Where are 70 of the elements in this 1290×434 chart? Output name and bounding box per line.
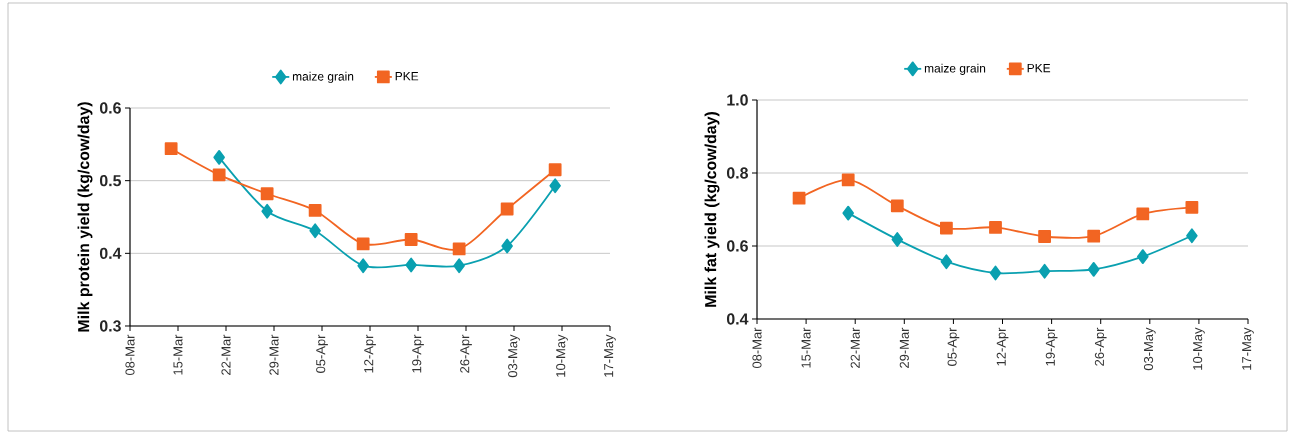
point [1186, 228, 1198, 244]
point [213, 150, 225, 165]
legend-label: maize grain [292, 71, 354, 83]
point [841, 173, 855, 187]
x-tick-label: 29-Mar [269, 334, 279, 375]
x-tick-label: 29-Mar [899, 327, 909, 368]
point [548, 163, 562, 177]
x-tick-label: 12-Apr [364, 334, 376, 373]
point [1137, 249, 1149, 264]
x-tick-label: 03-May [508, 334, 520, 378]
legend-label: PKE [1027, 63, 1051, 73]
point [164, 142, 178, 156]
y-tick-label: 0.5 [99, 175, 122, 187]
point [1185, 200, 1199, 214]
point [890, 199, 904, 213]
x-tick-label: 19-Apr [412, 334, 424, 373]
point [989, 220, 1002, 234]
y-tick-label: 0.6 [726, 240, 748, 252]
x-tick-label: 08-Mar [752, 327, 762, 369]
point [260, 187, 274, 201]
y-tick-label: 0.4 [726, 313, 749, 325]
point [549, 178, 561, 194]
point [453, 258, 465, 274]
point [452, 242, 466, 256]
point [261, 203, 273, 219]
point [989, 265, 1002, 281]
y-axis-title: Milk fat yield (kg/cow/day) [704, 111, 720, 307]
point [308, 204, 322, 217]
y-tick-label: 1.0 [727, 94, 748, 106]
x-tick-label: 08-Mar [125, 334, 135, 376]
x-tick-label: 10-May [556, 334, 568, 377]
x-tick-label: 15-Mar [801, 327, 811, 368]
point [842, 205, 854, 221]
point [356, 237, 370, 251]
point [1038, 263, 1051, 279]
point [357, 258, 369, 274]
y-tick-label: 0.3 [99, 320, 121, 332]
x-tick-label: 10-May [1193, 327, 1205, 370]
x-tick-label: 15-Mar [173, 334, 183, 375]
x-tick-label: 17-May [1242, 327, 1254, 370]
point [891, 232, 904, 247]
x-tick-label: 22-Mar [850, 327, 860, 368]
x-tick-label: 17-May [604, 334, 616, 377]
x-tick-label: 22-Mar [221, 334, 231, 375]
x-tick-label: 05-Apr [316, 334, 328, 373]
y-tick-label: 0.4 [99, 247, 122, 259]
y-axis-title: Milk protein yield (kg/cow/day) [77, 102, 93, 332]
point [1038, 230, 1051, 243]
point [940, 254, 953, 270]
legend-label: PKE [395, 72, 419, 81]
point [792, 191, 806, 205]
point [501, 238, 513, 254]
point [212, 168, 226, 182]
x-tick-label: 26-Apr [460, 334, 472, 373]
point [309, 223, 321, 239]
point [404, 233, 418, 246]
point [1136, 207, 1150, 221]
point [939, 221, 953, 235]
point [1087, 261, 1100, 277]
point [405, 257, 417, 273]
point [500, 202, 514, 216]
point [1087, 229, 1101, 243]
x-tick-label: 05-Apr [947, 327, 960, 366]
x-tick-label: 03-May [1143, 327, 1156, 371]
y-tick-label: 0.6 [99, 102, 121, 114]
x-tick-label: 26-Apr [1094, 327, 1107, 366]
x-tick-label: 19-Apr [1045, 327, 1058, 366]
x-tick-label: 12-Apr [996, 327, 1009, 366]
y-tick-label: 0.8 [726, 167, 748, 179]
legend-label: maize grain [924, 63, 986, 75]
